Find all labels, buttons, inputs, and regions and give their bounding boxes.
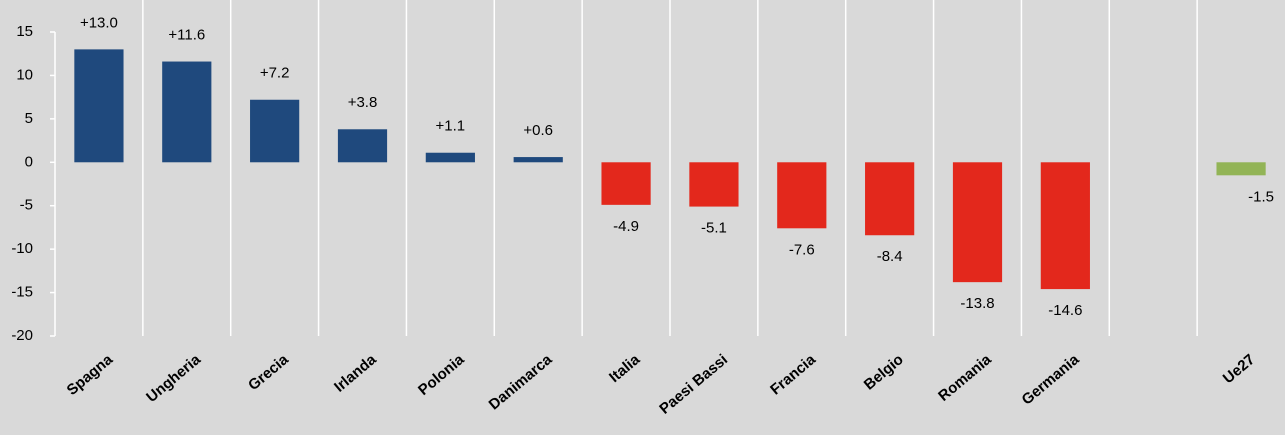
value-label: -13.8 xyxy=(960,295,994,312)
bar xyxy=(337,129,388,163)
x-tick-label: Romania xyxy=(935,351,995,405)
y-tick-label: -5 xyxy=(20,197,33,214)
y-tick-label: -20 xyxy=(11,327,33,344)
x-tick-label: Italia xyxy=(606,351,644,386)
x-tick-label: Ungheria xyxy=(143,351,204,406)
value-label: -5.1 xyxy=(701,220,727,237)
bar xyxy=(952,162,1003,283)
bar xyxy=(865,162,915,236)
y-tick-label: 0 xyxy=(25,153,33,170)
x-tick-label: Grecia xyxy=(245,351,292,394)
bar xyxy=(250,99,300,163)
bar xyxy=(689,162,739,207)
value-label: +13.0 xyxy=(80,14,118,31)
y-tick-label: 15 xyxy=(16,23,33,40)
bar xyxy=(162,61,212,163)
bar xyxy=(74,49,124,163)
y-tick-label: -10 xyxy=(11,240,33,257)
bar xyxy=(1216,162,1266,176)
value-label: -14.6 xyxy=(1048,302,1082,319)
x-tick-label: Polonia xyxy=(415,351,468,399)
x-tick-label: Germania xyxy=(1019,351,1083,409)
value-label: -7.6 xyxy=(789,241,815,258)
value-label: -8.4 xyxy=(877,248,903,265)
bar xyxy=(425,152,475,163)
value-label: +11.6 xyxy=(168,27,205,44)
bar xyxy=(601,162,651,205)
x-tick-label: Ue27 xyxy=(1220,351,1258,387)
y-tick-label: 5 xyxy=(25,110,33,127)
value-label: +7.2 xyxy=(260,65,290,82)
bar xyxy=(513,157,563,163)
bar xyxy=(1040,162,1090,290)
y-tick-label: -15 xyxy=(11,284,33,301)
x-tick-label: Francia xyxy=(767,351,819,399)
value-label: +1.1 xyxy=(436,118,466,135)
value-label: +0.6 xyxy=(523,122,553,139)
x-tick-label: Spagna xyxy=(64,351,117,399)
x-tick-label: Irlanda xyxy=(331,351,380,396)
value-label: +3.8 xyxy=(348,94,378,111)
value-label: -4.9 xyxy=(613,218,639,235)
y-tick-label: 10 xyxy=(16,66,33,83)
bar xyxy=(777,162,827,229)
x-tick-label: Paesi Bassi xyxy=(656,351,731,418)
x-tick-label: Belgio xyxy=(861,351,907,393)
x-tick-label: Danimarca xyxy=(486,351,556,414)
value-label: -1.5 xyxy=(1248,188,1274,205)
